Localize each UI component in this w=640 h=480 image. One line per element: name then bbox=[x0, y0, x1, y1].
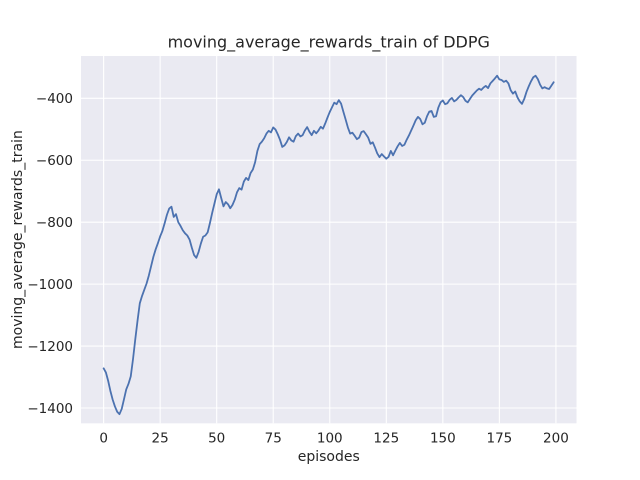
x-tick-label: 125 bbox=[373, 431, 399, 447]
reward-line bbox=[102, 74, 555, 416]
y-tick-label: −800 bbox=[36, 215, 73, 231]
x-tick-label: 50 bbox=[208, 431, 225, 447]
x-tick-label: 75 bbox=[265, 431, 282, 447]
gridlines bbox=[81, 56, 577, 424]
plot-area bbox=[81, 56, 577, 424]
y-tick-label: −1000 bbox=[27, 277, 73, 293]
y-tick-label: −600 bbox=[36, 153, 73, 169]
x-tick-label: 0 bbox=[99, 431, 108, 447]
x-tick-label: 150 bbox=[430, 431, 456, 447]
x-tick-label: 175 bbox=[486, 431, 512, 447]
y-tick-label: −400 bbox=[36, 91, 73, 107]
x-tick-label: 25 bbox=[152, 431, 169, 447]
y-tick-label: −1200 bbox=[27, 339, 73, 355]
chart-title: moving_average_rewards_train of DDPG bbox=[168, 33, 490, 53]
x-tick-label: 200 bbox=[543, 431, 569, 447]
x-tick-label: 100 bbox=[317, 431, 343, 447]
y-axis-label: moving_average_rewards_train bbox=[10, 130, 26, 349]
x-axis-label: episodes bbox=[298, 449, 360, 465]
y-tick-labels: −400 −600 −800 −1000 −1200 −1400 bbox=[27, 91, 73, 417]
y-tick-label: −1400 bbox=[27, 401, 73, 417]
x-tick-labels: 0 25 50 75 100 125 150 175 200 bbox=[99, 431, 568, 447]
